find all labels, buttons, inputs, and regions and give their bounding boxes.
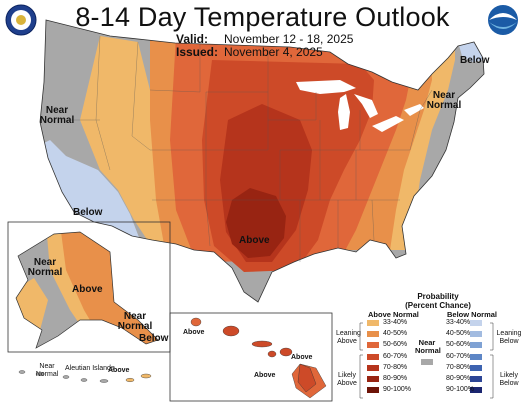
- legend-below-bin-1: 40-50%: [446, 330, 471, 338]
- legend-leaning-below: Leaning Below: [496, 330, 522, 345]
- legend-title-line1: Probability: [417, 292, 459, 301]
- legend-below-bin-5: 80-90%: [446, 375, 471, 382]
- hawaii-islands: [190, 317, 327, 399]
- legend-above-header: Above Normal: [368, 310, 419, 319]
- label-aleutian-near: Near Normal: [35, 363, 59, 378]
- legend-above-swatch-6: [367, 387, 379, 394]
- legend-below-swatch-0: [470, 320, 482, 326]
- valid-line: Valid: November 12 - 18, 2025: [176, 33, 353, 46]
- valid-label: Valid:: [176, 32, 209, 46]
- label-near-normal-west: Near Normal: [39, 105, 75, 126]
- legend-above-bin-6: 90-100%: [383, 386, 412, 394]
- legend-below-swatch-5: [470, 376, 482, 382]
- issued-label: Issued:: [176, 45, 219, 59]
- legend-above-bin-4: 70-80%: [383, 363, 408, 371]
- legend-below-bin-6: 90-100%: [446, 386, 475, 394]
- issued-value: November 4, 2025: [224, 45, 323, 59]
- issued-line: Issued: November 4, 2025: [176, 46, 323, 59]
- legend-above-bin-0: 33-40%: [383, 319, 408, 326]
- legend-below-swatch-6: [470, 387, 482, 394]
- legend-below-bin-0: 33-40%: [446, 319, 471, 326]
- hawaii-inset-frame: [169, 312, 333, 402]
- legend-above-swatch-3: [367, 353, 379, 360]
- alaska-outline: [15, 231, 159, 349]
- label-near-normal-east: Near Normal: [426, 90, 462, 111]
- legend-above-swatch-0: [367, 320, 379, 326]
- legend-above-bin-1: 40-50%: [383, 330, 408, 338]
- label-hi-above-1: Above: [183, 329, 205, 336]
- region-above-80-90: [226, 188, 286, 258]
- legend-leaning-above: Leaning Above: [336, 330, 361, 345]
- legend-likely-above: Likely Above: [337, 372, 357, 387]
- label-hi-above-3: Above: [254, 372, 276, 379]
- label-below-ne: Below: [460, 55, 490, 66]
- legend-above-swatch-1: [367, 331, 379, 338]
- label-hi-above-2: Above: [291, 354, 313, 361]
- legend-near-normal-label: Near Normal: [415, 338, 441, 355]
- noaa-logo: [488, 5, 518, 35]
- label-ak-near-normal-south: Near Normal: [117, 311, 153, 332]
- aleutian-islands-shapes: [18, 370, 152, 383]
- legend-below-bin-4: 70-80%: [446, 363, 471, 371]
- page-title: 8-14 Day Temperature Outlook: [75, 2, 450, 32]
- legend-below-swatch-2: [470, 342, 482, 349]
- legend-likely-below: Likely Below: [499, 372, 519, 387]
- legend-above-bin-2: 50-60%: [383, 341, 408, 349]
- legend-title: Probability (Percent Chance): [398, 292, 478, 310]
- commerce-seal: [5, 4, 37, 36]
- great-lakes: [296, 80, 424, 132]
- legend-below-header: Below Normal: [447, 310, 498, 319]
- legend-brackets: [359, 322, 494, 399]
- label-below-west: Below: [73, 207, 103, 218]
- legend-below-bin-2: 50-60%: [446, 341, 471, 349]
- legend-above-bin-5: 80-90%: [383, 375, 408, 382]
- label-aleutian-islands: Aleutian Islands: [65, 365, 115, 372]
- legend-below-swatch-4: [470, 364, 482, 371]
- alaska-inset-frame: [7, 221, 171, 353]
- legend-near-normal-swatch: [421, 359, 433, 365]
- label-ak-near-normal: Near Normal: [27, 257, 63, 278]
- legend-below-bin-3: 60-70%: [446, 352, 471, 360]
- legend-above-swatch-2: [367, 342, 379, 349]
- conus-outline: [39, 19, 485, 303]
- legend-above-swatch-4: [367, 364, 379, 371]
- legend-below-swatch-3: [470, 353, 482, 360]
- state-lines: [66, 35, 433, 262]
- legend-above-swatch-5: [367, 376, 379, 382]
- legend-above-bin-3: 60-70%: [383, 352, 408, 360]
- label-above-central: Above: [239, 235, 270, 246]
- region-above-33-40: [80, 36, 158, 244]
- legend-below-swatch-1: [470, 331, 482, 338]
- label-ak-below: Below: [139, 333, 169, 344]
- label-ak-above: Above: [72, 284, 103, 295]
- valid-value: November 12 - 18, 2025: [224, 32, 354, 46]
- label-aleutian-above: Above: [108, 367, 130, 374]
- legend-title-line2: (Percent Chance): [405, 301, 471, 310]
